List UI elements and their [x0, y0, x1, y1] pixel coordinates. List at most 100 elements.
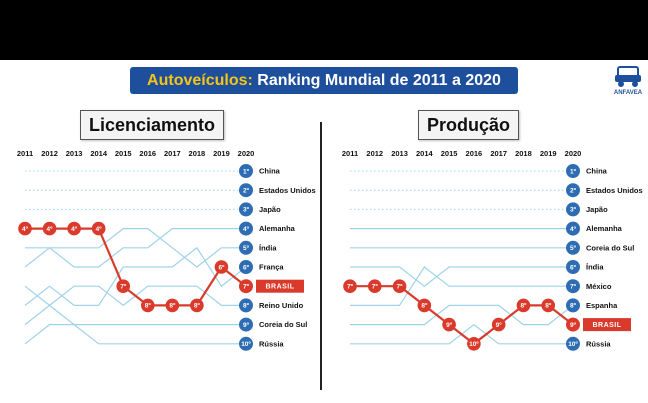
- prod-rank-badge-label: 3º: [570, 207, 577, 214]
- prod-rank-badge: [566, 317, 580, 332]
- lic-rank-badge: [239, 240, 253, 255]
- prod-brasil-point-label: 9º: [496, 322, 503, 329]
- prod-brasil-point: [541, 298, 556, 313]
- lic-brasil-label-box: [256, 279, 304, 293]
- lic-country-label: Estados Unidos: [259, 186, 316, 195]
- prod-brasil-point: [343, 279, 357, 294]
- prod-rank-badge-label: 5º: [570, 245, 577, 252]
- prod-rank-badge: [566, 240, 580, 255]
- prod-year-label: 2015: [441, 149, 458, 158]
- lic-rank-badge-label: 9º: [243, 322, 250, 329]
- prod-country-label: México: [586, 282, 612, 291]
- lic-country-label: França: [259, 263, 284, 272]
- prod-chart-group: 2011 2012 2013 2014 2015 2016 2017 2018 2019 2020…: [342, 149, 643, 351]
- lic-rank-badge: [239, 202, 253, 217]
- lic-brasil-point-label: 6º: [218, 264, 225, 271]
- lic-year-label: 2015: [115, 149, 132, 158]
- lic-brasil-point: [42, 221, 57, 236]
- prod-brasil-point-label: 8º: [520, 303, 527, 310]
- prod-rank-badge: [566, 336, 580, 351]
- car-logo-icon: [615, 66, 641, 87]
- prod-country-label: Coreia do Sul: [586, 243, 634, 252]
- lic-rank-badge-label: 5º: [243, 245, 250, 252]
- lic-brasil-point-label: 8º: [194, 303, 201, 310]
- lic-brasil-point: [190, 298, 204, 313]
- prod-rank-badge-label: 2º: [570, 188, 577, 195]
- prod-brasil-point-label: 9º: [446, 322, 453, 329]
- lic-other-country-line: [25, 228, 246, 268]
- lic-year-label: 2018: [189, 149, 206, 158]
- prod-country-label: Índia: [586, 263, 604, 272]
- lic-brasil-label: BRASIL: [265, 284, 294, 291]
- prod-rank-badge: [566, 298, 580, 313]
- logo-text: ANFAVEA: [613, 90, 643, 96]
- prod-country-label: Japão: [586, 205, 608, 214]
- prod-rank-badge-label: 6º: [570, 264, 577, 271]
- lic-rank-badge-label: 1º: [243, 168, 250, 175]
- lic-rank-badge-label: 2º: [243, 188, 250, 195]
- lic-brasil-point: [214, 260, 229, 274]
- panel-divider: [320, 122, 322, 390]
- prod-country-label: Espanha: [586, 301, 618, 310]
- lic-other-country-line: [24, 324, 246, 345]
- prod-rank-badge: [566, 279, 580, 294]
- prod-year-label: 2014: [416, 149, 434, 158]
- licenciamento-panel-title: Licenciamento: [80, 110, 225, 140]
- lic-rank-badge: [239, 279, 253, 294]
- prod-other-country-line: [350, 266, 573, 306]
- prod-rank-badge-label: 10º: [568, 341, 578, 348]
- lic-country-label: Japão: [259, 205, 281, 214]
- prod-country-label: Alemanha: [586, 224, 623, 233]
- prod-brasil-point: [392, 279, 407, 294]
- prod-brasil-point: [491, 317, 506, 332]
- prod-year-label: 2017: [490, 149, 507, 158]
- prod-brasil-label: BRASIL: [592, 322, 621, 329]
- lic-rank-badge: [239, 221, 253, 236]
- lic-country-label: Índia: [259, 243, 277, 252]
- lic-year-label: 2020: [238, 149, 255, 158]
- lic-brasil-point: [18, 221, 32, 236]
- lic-other-country-line: [24, 228, 246, 268]
- prod-brasil-point-label: 7º: [397, 284, 404, 291]
- lic-brasil-point-label: 4º: [96, 226, 103, 233]
- prod-brasil-point-label: 7º: [372, 284, 379, 291]
- prod-rank-badge-label: 7º: [570, 284, 577, 291]
- prod-country-label: Estados Unidos: [586, 186, 643, 195]
- lic-brasil-point: [91, 221, 106, 236]
- prod-brasil-point: [516, 298, 531, 313]
- lic-brasil-point-label: 8º: [169, 303, 176, 310]
- lic-year-label: 2012: [41, 149, 58, 158]
- lic-year-label: 2017: [164, 149, 181, 158]
- lic-year-label: 2013: [66, 149, 83, 158]
- lic-rank-badge: [239, 164, 253, 178]
- lic-rank-badge: [239, 317, 253, 332]
- lic-country-label: Coreia do Sul: [259, 320, 307, 329]
- anfavea-logo: ANFAVEA: [612, 64, 644, 98]
- lic-rank-badge: [239, 260, 253, 274]
- lic-brasil-point-label: 7º: [120, 284, 127, 291]
- prod-rank-badge: [566, 260, 580, 274]
- lic-country-label: China: [259, 167, 281, 176]
- prod-year-label: 2013: [391, 149, 408, 158]
- prod-rank-badge: [566, 202, 580, 217]
- prod-year-label: 2020: [565, 149, 582, 158]
- lic-rank-badge-label: 8º: [243, 303, 250, 310]
- lic-rank-badge: [239, 336, 253, 351]
- lic-year-label: 2019: [213, 149, 230, 158]
- video-letterbox-bar: [0, 0, 648, 60]
- lic-rank-badge-label: 10º: [241, 341, 251, 348]
- producao-panel-title: Produção: [418, 110, 520, 140]
- prod-brasil-label-box: [583, 318, 631, 332]
- prod-year-label: 2016: [466, 149, 483, 158]
- lic-year-label: 2014: [90, 149, 108, 158]
- lic-rank-badge-label: 3º: [243, 207, 250, 214]
- title-rest: Ranking Mundial de 2011 a 2020: [252, 72, 501, 89]
- lic-year-label: 2016: [139, 149, 156, 158]
- prod-rank-badge: [566, 221, 580, 236]
- prod-year-label: 2018: [515, 149, 532, 158]
- lic-year-label: 2011: [17, 149, 33, 158]
- prod-brasil-line: [350, 285, 574, 346]
- page-title: Autoveículos: Ranking Mundial de 2011 a …: [130, 67, 518, 94]
- lic-brasil-line: [25, 227, 247, 307]
